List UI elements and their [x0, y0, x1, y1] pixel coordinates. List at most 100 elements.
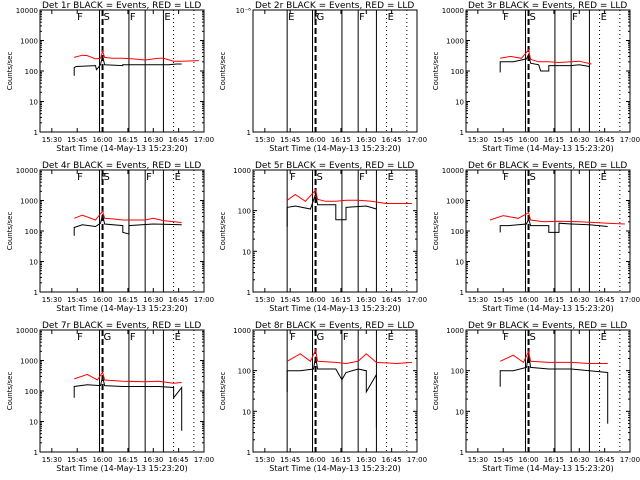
marker-label: E [601, 332, 607, 343]
x-tick-label: 15:30 [255, 296, 275, 304]
x-tick-label: 16:30 [143, 456, 163, 464]
x-tick-label: 16:30 [569, 136, 589, 144]
x-tick-label: 16:15 [118, 456, 138, 464]
series-line [74, 210, 182, 223]
x-tick-label: 16:00 [305, 136, 325, 144]
y-tick-label: 10 [455, 259, 464, 267]
y-tick-label: 1 [247, 449, 251, 457]
y-tick-label: 1000 [20, 38, 38, 46]
x-tick-label: 15:45 [67, 136, 87, 144]
y-tick-label: 1000 [446, 38, 464, 46]
plot-frame [465, 329, 631, 453]
y-tick-label: 10 [242, 408, 251, 416]
marker-label: F [77, 172, 83, 183]
x-tick-label: 15:45 [493, 136, 513, 144]
y-axis-label: Counts/sec [6, 52, 14, 91]
marker-label: E [175, 172, 181, 183]
y-tick-label: 100 [451, 228, 464, 236]
chart-title: Det 5r BLACK = Events, RED = LLD [255, 161, 414, 171]
plot-frame [39, 9, 205, 133]
marker-label: E [388, 332, 394, 343]
series-line [499, 217, 608, 233]
x-tick-label: 16:30 [356, 296, 376, 304]
marker-label: F [77, 332, 83, 343]
y-tick-label: 100 [451, 68, 464, 76]
marker-label: E [175, 332, 181, 343]
x-tick-label: 15:45 [493, 456, 513, 464]
x-tick-label: 15:30 [255, 136, 275, 144]
y-tick-label: 10 [29, 419, 38, 427]
y-tick-label: 1 [247, 289, 251, 297]
x-tick-label: 16:30 [143, 136, 163, 144]
series-line [74, 49, 199, 62]
x-tick-label: 16:45 [595, 136, 615, 144]
x-tick-label: 16:45 [382, 136, 402, 144]
y-tick-label: 10 [455, 408, 464, 416]
marker-label: F [503, 332, 509, 343]
marker-label: G [104, 332, 112, 343]
y-tick-label: 10 [29, 259, 38, 267]
marker-label: F [101, 172, 107, 183]
x-tick-label: 16:30 [569, 456, 589, 464]
y-tick-label: 10 [29, 99, 38, 107]
x-tick-label: 16:00 [518, 296, 538, 304]
x-tick-label: 16:45 [169, 296, 189, 304]
plot-frame [252, 9, 418, 133]
marker-label: F [130, 332, 136, 343]
y-axis-label: Counts/sec [432, 372, 440, 411]
x-tick-label: 15:30 [42, 296, 62, 304]
x-tick-label: 16:15 [331, 136, 351, 144]
x-tick-label: 15:30 [42, 136, 62, 144]
x-axis-label: Start Time (14-May-13 15:23:20) [56, 144, 187, 153]
x-tick-label: 16:30 [356, 136, 376, 144]
y-axis-label: Counts/sec [219, 52, 227, 91]
y-tick-label: 10000 [16, 167, 38, 175]
x-tick-label: 15:45 [280, 136, 300, 144]
marker-label: F [290, 332, 296, 343]
chart-panel: Det 7r BLACK = Events, RED = LLD 1 10 100 10… [6, 321, 214, 473]
marker-label: S [104, 12, 110, 23]
marker-label: E [288, 12, 294, 23]
marker-label: G [317, 332, 325, 343]
marker-label: F [359, 12, 365, 23]
plot-frame [252, 329, 418, 453]
x-tick-label: 17:00 [407, 296, 427, 304]
x-tick-label: 16:30 [143, 296, 163, 304]
x-tick-label: 17:00 [620, 456, 640, 464]
series-line [499, 353, 609, 424]
y-axis-label: Counts/sec [432, 212, 440, 251]
series-line [73, 376, 183, 431]
x-tick-label: 16:30 [356, 456, 376, 464]
marker-label: E [601, 12, 607, 23]
series-line [489, 211, 625, 225]
marker-label: E [164, 12, 170, 23]
y-tick-label: 1 [247, 129, 251, 137]
x-tick-label: 17:00 [407, 456, 427, 464]
marker-label: S [104, 172, 110, 183]
y-tick-label: 1000 [233, 327, 251, 335]
plot-frame [252, 169, 418, 293]
series-line [286, 193, 377, 227]
x-tick-label: 15:45 [280, 296, 300, 304]
x-axis-label: Start Time (14-May-13 15:23:20) [269, 464, 400, 473]
y-tick-label: 1 [34, 129, 38, 137]
y-tick-label: 10000 [16, 7, 38, 15]
x-tick-label: 15:45 [67, 296, 87, 304]
x-tick-label: 16:15 [544, 296, 564, 304]
x-tick-label: 16:00 [305, 296, 325, 304]
x-tick-label: 16:45 [382, 456, 402, 464]
y-tick-label: 1000 [20, 198, 38, 206]
marker-label: F [290, 172, 296, 183]
x-axis-label: Start Time (14-May-13 15:23:20) [482, 464, 613, 473]
marker-label: F [343, 332, 349, 343]
x-axis-label: Start Time (14-May-13 15:23:20) [482, 144, 613, 153]
y-tick-label: 10000 [442, 7, 464, 15]
marker-label: F [572, 12, 578, 23]
chart-title: Det 1r BLACK = Events, RED = LLD [42, 1, 201, 11]
chart-panel: Det 1r BLACK = Events, RED = LLD 1 10 100 10… [6, 1, 214, 153]
marker-label: G [317, 12, 325, 23]
series-line [499, 349, 608, 364]
y-tick-label: 1000 [446, 198, 464, 206]
x-tick-label: 17:00 [620, 136, 640, 144]
